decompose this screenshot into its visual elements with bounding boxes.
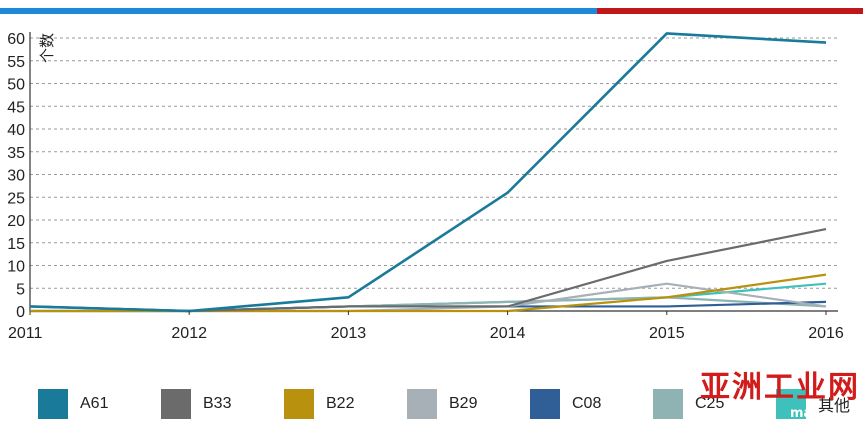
legend-item: 其他 [776,388,850,420]
watermark-logo: 亚洲工业网 [700,370,860,405]
series-line-A61 [29,32,827,313]
legend-swatch [530,389,560,419]
legend-item: A61 [38,388,108,420]
legend-swatch [38,389,68,419]
x-tick-label: 2014 [490,325,526,342]
y-tick-labels: 0 5 10 15 20 25 30 35 40 45 50 55 60 [7,31,25,321]
y-tick-label: 35 [7,145,25,162]
series-lines [29,32,827,313]
legend-label: 其他 [818,398,851,415]
legend-item: B29 [407,388,477,420]
legend-swatch [776,389,806,419]
top-accent-bar [0,8,863,14]
y-tick-label: 25 [7,190,25,207]
y-tick-label: 15 [7,236,25,253]
axes [29,32,838,312]
legend-label: A61 [80,395,109,412]
legend-swatch [161,389,191,419]
x-tick-labels: 2011 2012 2013 2014 2015 2016 [8,311,844,342]
legend: A61 B33 B22 B29 C08 C25 其他 [0,388,863,424]
y-tick-label: 55 [7,54,25,71]
y-tick-label: 45 [7,99,25,116]
legend-swatch [284,389,314,419]
y-tick-label: 0 [16,304,25,321]
y-tick-label: 40 [7,122,25,139]
legend-item: C25 [653,388,724,420]
x-tick-label: 2013 [331,325,367,342]
top-accent-bar-left [0,8,597,14]
legend-label: B22 [326,395,355,412]
legend-label: B29 [449,395,478,412]
y-tick-label: 50 [7,77,25,94]
x-tick-label: 2015 [649,325,685,342]
legend-label: B33 [203,395,232,412]
y-tick-label: 20 [7,213,25,230]
y-axis-label: 个数 [38,33,56,63]
top-accent-bar-right [597,8,863,14]
x-tick-label: 2012 [171,325,207,342]
x-tick-label: 2011 [8,325,43,342]
legend-item: B33 [161,388,231,420]
grid-lines [30,37,838,289]
y-tick-label: 10 [7,259,25,276]
legend-swatch [653,389,683,419]
legend-swatch [407,389,437,419]
y-tick-label: 60 [7,31,25,48]
legend-item: C08 [530,388,601,420]
x-tick-label: 2016 [808,325,844,342]
legend-label: C08 [572,395,602,412]
watermark-sub-text: mac [790,406,821,421]
legend-label: C25 [695,395,725,412]
y-tick-label: 30 [7,168,25,185]
legend-item: B22 [284,388,354,420]
y-tick-label: 5 [16,281,25,298]
